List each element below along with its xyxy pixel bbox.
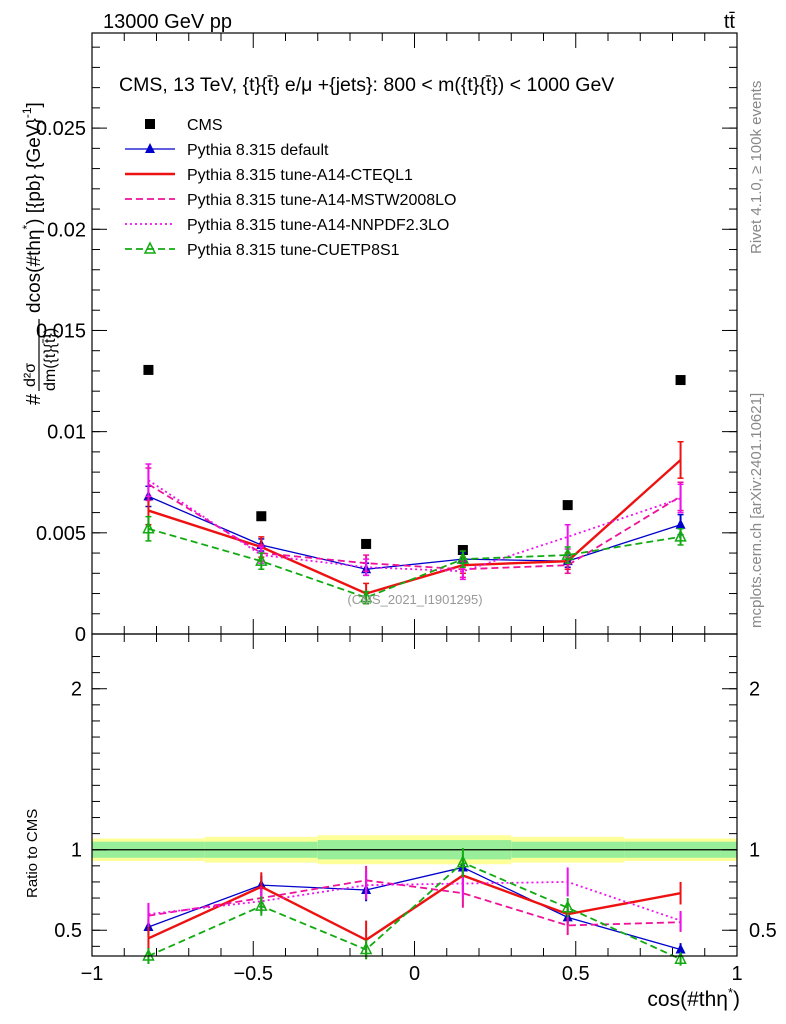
x-tick-label: −0.5 — [234, 963, 273, 985]
legend-swatch-marker — [145, 143, 155, 153]
y-axis-label: # d²σ dm({t}{t̄}) dcos(#thη*) [{pb} {GeV… — [20, 102, 59, 405]
legend-label: Pythia 8.315 tune-A14-MSTW2008LO — [187, 192, 456, 209]
ratio-y-tick-label: 1 — [71, 840, 82, 862]
ratio-series-pythia-8-315-tune-a14-nnpdf2-3lo — [147, 867, 682, 931]
ratio-axes: 0.5 0.5 1 1 2 2 −1 −0.5 0 0.5 1 — [54, 634, 777, 985]
legend-item: Pythia 8.315 default — [125, 142, 329, 159]
main-panel: 0 0.005 0.01 0.015 0.02 0.025 CMS Pythia 8.315… — [36, 32, 738, 646]
legend-swatch-marker — [145, 119, 155, 129]
main-series — [142, 364, 687, 605]
ratio-series-line — [148, 879, 681, 927]
ratio-uncertainty-band — [92, 835, 737, 865]
series-pythia-8-315-tune-a14-mstw2008lo — [145, 467, 684, 579]
data-point — [255, 553, 268, 566]
legend-item: Pythia 8.315 tune-CUETP8S1 — [125, 241, 400, 259]
y-tick-label: 0.005 — [36, 523, 86, 545]
data-point — [457, 545, 468, 556]
ratio-y-axis-label: Ratio to CMS — [24, 809, 41, 898]
data-point — [675, 375, 686, 386]
y-tick-label: 0 — [75, 624, 86, 646]
y-axis-label-text: # — [23, 393, 45, 405]
labels: 13000 GeV pp tt̄ CMS, 13 TeV, {t}{t̄} e/… — [20, 11, 765, 1011]
data-point — [675, 518, 686, 529]
energy-label: 13000 GeV pp — [103, 11, 232, 33]
x-tick-label: 0 — [409, 963, 420, 985]
legend-label: CMS — [187, 117, 223, 134]
x-tick-label: −1 — [81, 963, 104, 985]
ratio-series-pythia-8-315-tune-a14-mstw2008lo — [147, 865, 682, 936]
legend-swatch-marker — [143, 241, 157, 254]
ratio-series-line — [148, 861, 681, 961]
series-cms — [143, 364, 686, 556]
ratio-series-line — [148, 866, 681, 951]
data-point — [143, 364, 154, 375]
ratio-series-line — [148, 881, 681, 922]
legend-item: Pythia 8.315 tune-A14-CTEQL1 — [125, 167, 413, 184]
x-tick-label: 0.5 — [562, 963, 590, 985]
plot-title: CMS, 13 TeV, {t}{t̄} e/μ +{jets}: 800 < … — [119, 74, 614, 96]
data-point — [361, 538, 372, 549]
series-line — [148, 527, 681, 599]
process-label: tt̄ — [724, 11, 736, 33]
ratio-y-tick-label-right: 0.5 — [749, 920, 777, 942]
data-point — [456, 551, 470, 564]
data-point — [359, 589, 373, 603]
ratio-point — [255, 898, 268, 911]
legend-item: Pythia 8.315 tune-A14-MSTW2008LO — [125, 192, 456, 209]
y-tick-label: 0.02 — [47, 219, 86, 241]
y-tick-label: 0.025 — [36, 118, 86, 140]
series-pythia-8-315-tune-a14-nnpdf2-3lo — [145, 463, 684, 581]
legend-label: Pythia 8.315 tune-A14-NNPDF2.3LO — [187, 217, 449, 234]
ratio-point — [456, 854, 470, 868]
ratio-point — [142, 948, 155, 961]
legend: CMS Pythia 8.315 default Pythia 8.315 tune… — [125, 117, 456, 259]
y-label-denominator: dm({t}{t̄}) — [42, 328, 59, 391]
data-point — [561, 547, 574, 560]
series-line — [147, 483, 682, 571]
ratio-point — [359, 941, 373, 955]
legend-label: Pythia 8.315 tune-A14-CTEQL1 — [187, 167, 413, 184]
series-pythia-8-315-tune-a14-cteql1 — [145, 441, 684, 605]
ratio-y-tick-label-right: 1 — [749, 840, 760, 862]
ratio-y-tick-label-right: 2 — [749, 679, 760, 701]
ratio-point — [674, 951, 687, 964]
data-point — [256, 511, 267, 522]
ratio-frame — [91, 633, 738, 957]
y-tick-label: 0.015 — [36, 320, 86, 342]
series-line — [147, 479, 681, 573]
data-point — [562, 500, 573, 511]
ratio-point — [675, 943, 686, 954]
series-line — [148, 495, 681, 570]
ratio-point — [561, 900, 574, 913]
legend-label: Pythia 8.315 tune-CUETP8S1 — [187, 242, 400, 259]
y-tick-label: 0.01 — [47, 422, 86, 444]
legend-label: Pythia 8.315 default — [187, 142, 329, 159]
y-label-rest: dcos(#thη*) [{pb} {GeV}-1] — [20, 102, 45, 313]
y-label-numerator: d²σ — [22, 363, 39, 387]
source-label: mcplots.cern.ch [arXiv:2401.10621] — [748, 393, 765, 628]
analysis-label: (CMS_2021_I1901295) — [347, 592, 482, 607]
main-axes: 0 0.005 0.01 0.015 0.02 0.025 — [36, 33, 738, 646]
x-tick-label: 1 — [731, 963, 742, 985]
ratio-y-tick-label: 2 — [71, 679, 82, 701]
series-line — [148, 459, 682, 595]
data-point — [142, 521, 155, 534]
legend-item: Pythia 8.315 tune-A14-NNPDF2.3LO — [125, 217, 449, 234]
ratio-y-tick-label: 0.5 — [54, 920, 82, 942]
rivet-label: Rivet 4.1.0, ≥ 100k events — [748, 81, 765, 254]
ratio-series-line — [147, 874, 681, 942]
series-pythia-8-315-tune-cuetp8s1 — [142, 515, 687, 605]
legend-item: CMS — [145, 117, 223, 134]
x-axis-label: cos(#thη*) — [647, 985, 740, 1011]
ratio-panel: 0.5 0.5 1 1 2 2 −1 −0.5 0 0.5 1 — [54, 633, 777, 985]
data-point — [674, 529, 687, 542]
